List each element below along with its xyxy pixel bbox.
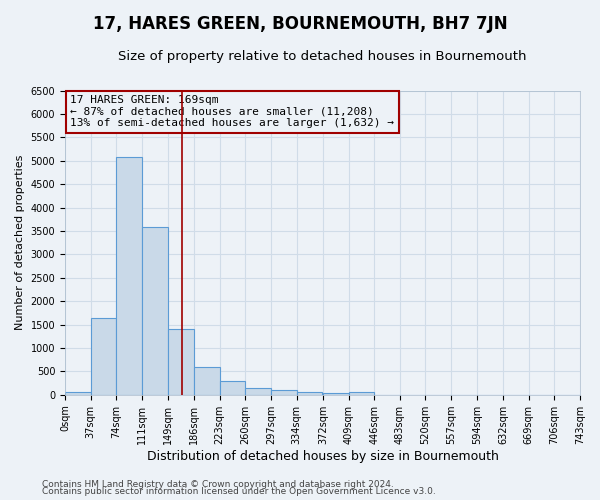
Y-axis label: Number of detached properties: Number of detached properties [15,155,25,330]
Title: Size of property relative to detached houses in Bournemouth: Size of property relative to detached ho… [118,50,527,63]
Bar [323,393,349,394]
Bar [271,390,296,394]
Bar [296,392,322,394]
Bar [194,367,220,394]
Bar [349,392,374,394]
Bar [65,392,91,394]
Bar [220,381,245,394]
X-axis label: Distribution of detached houses by size in Bournemouth: Distribution of detached houses by size … [146,450,499,462]
Bar [245,388,271,394]
Bar [142,227,167,394]
Text: Contains HM Land Registry data © Crown copyright and database right 2024.: Contains HM Land Registry data © Crown c… [42,480,394,489]
Text: Contains public sector information licensed under the Open Government Licence v3: Contains public sector information licen… [42,487,436,496]
Bar [91,318,116,394]
Text: 17, HARES GREEN, BOURNEMOUTH, BH7 7JN: 17, HARES GREEN, BOURNEMOUTH, BH7 7JN [92,15,508,33]
Text: 17 HARES GREEN: 169sqm
← 87% of detached houses are smaller (11,208)
13% of semi: 17 HARES GREEN: 169sqm ← 87% of detached… [70,95,394,128]
Bar [168,329,194,394]
Bar [116,157,142,394]
